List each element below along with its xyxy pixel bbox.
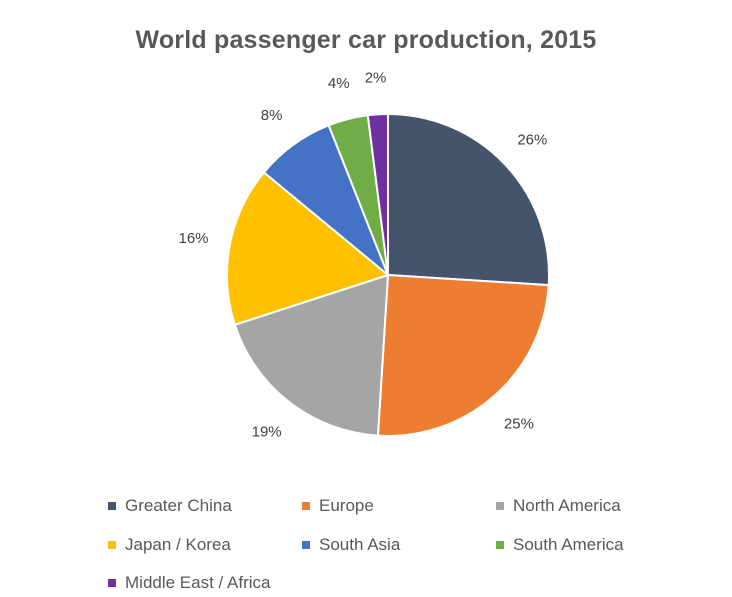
- pie-slice-europe: [376, 273, 550, 437]
- slice-label-south-america: 4%: [328, 75, 350, 92]
- chart-title: World passenger car production, 2015: [135, 26, 597, 54]
- slice-label-middle-east-africa: 2%: [365, 69, 387, 86]
- pie-slice-north-america: [233, 273, 390, 437]
- slice-label-north-america: 19%: [252, 423, 282, 440]
- pie-slice-japan-korea: [226, 170, 391, 327]
- pie-slice-greater-china: [387, 112, 550, 287]
- slice-label-europe: 25%: [504, 416, 534, 433]
- slice-label-japan-korea: 16%: [178, 230, 208, 247]
- slice-label-greater-china: 26%: [517, 131, 547, 148]
- slice-label-south-asia: 8%: [261, 107, 283, 124]
- pie-slice-middle-east-africa: [366, 112, 389, 276]
